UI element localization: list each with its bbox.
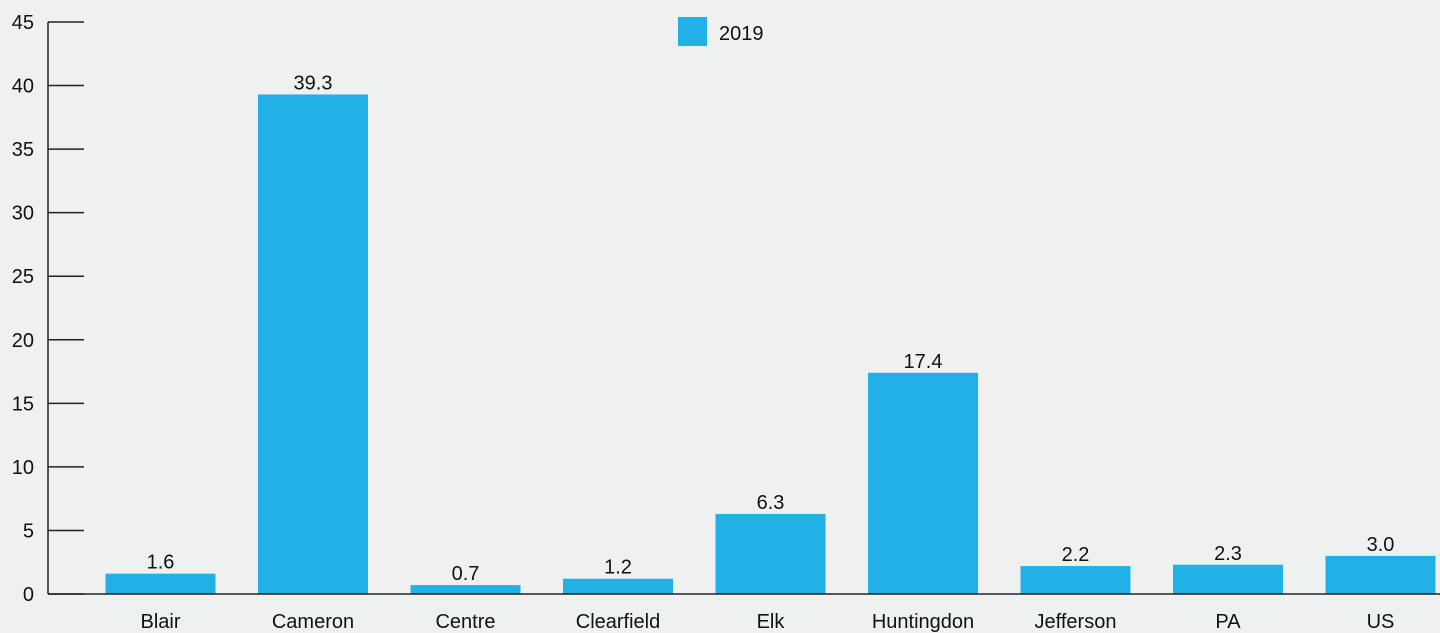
legend: 2019 <box>678 17 764 46</box>
x-axis: Blair Cameron Centre Clearfield Elk Huntingdo… <box>48 593 1440 633</box>
y-tick-label-25: 25 <box>12 266 34 288</box>
bar-clearfield <box>563 578 673 594</box>
y-tick-label-30: 30 <box>12 203 34 225</box>
bar-cameron <box>258 94 368 594</box>
x-tick-label-elk: Elk <box>757 611 786 633</box>
value-label-cameron: 39.3 <box>294 72 333 94</box>
bar-centre <box>410 585 521 594</box>
x-tick-label-pa: PA <box>1215 611 1241 633</box>
bar-us <box>1325 555 1436 594</box>
y-tick-label-35: 35 <box>12 139 34 161</box>
y-tick-label-10: 10 <box>12 457 34 479</box>
bars: 1.6 39.3 0.7 1.2 6.3 17.4 2.2 2.3 3.0 <box>105 72 1436 594</box>
y-axis: 0 5 10 15 20 25 30 35 40 45 <box>12 12 84 606</box>
bar-blair <box>105 573 216 594</box>
x-tick-label-clearfield: Clearfield <box>576 611 660 633</box>
value-label-huntingdon: 17.4 <box>904 351 943 373</box>
value-label-jefferson: 2.2 <box>1062 544 1090 566</box>
x-tick-label-centre: Centre <box>435 611 495 633</box>
bar-elk <box>715 513 826 594</box>
value-label-elk: 6.3 <box>757 492 785 514</box>
y-tick-label-15: 15 <box>12 393 34 415</box>
y-tick-label-0: 0 <box>23 584 34 606</box>
y-tick-label-45: 45 <box>12 12 34 34</box>
x-tick-label-huntingdon: Huntingdon <box>872 611 974 633</box>
y-tick-label-20: 20 <box>12 330 34 352</box>
bar-jefferson <box>1020 566 1131 594</box>
legend-swatch-2019 <box>678 17 707 46</box>
x-tick-label-jefferson: Jefferson <box>1035 611 1117 633</box>
legend-label-2019: 2019 <box>719 23 764 45</box>
x-tick-label-cameron: Cameron <box>272 611 354 633</box>
bar-pa <box>1173 564 1283 594</box>
y-tick-label-40: 40 <box>12 76 34 98</box>
bar-huntingdon <box>868 372 978 594</box>
x-tick-label-us: US <box>1367 611 1395 633</box>
value-label-blair: 1.6 <box>147 552 175 574</box>
value-label-pa: 2.3 <box>1214 543 1242 565</box>
value-label-clearfield: 1.2 <box>604 557 632 579</box>
y-tick-label-5: 5 <box>23 520 34 542</box>
x-tick-label-blair: Blair <box>140 611 180 633</box>
value-label-us: 3.0 <box>1367 534 1395 556</box>
value-label-centre: 0.7 <box>452 563 480 585</box>
